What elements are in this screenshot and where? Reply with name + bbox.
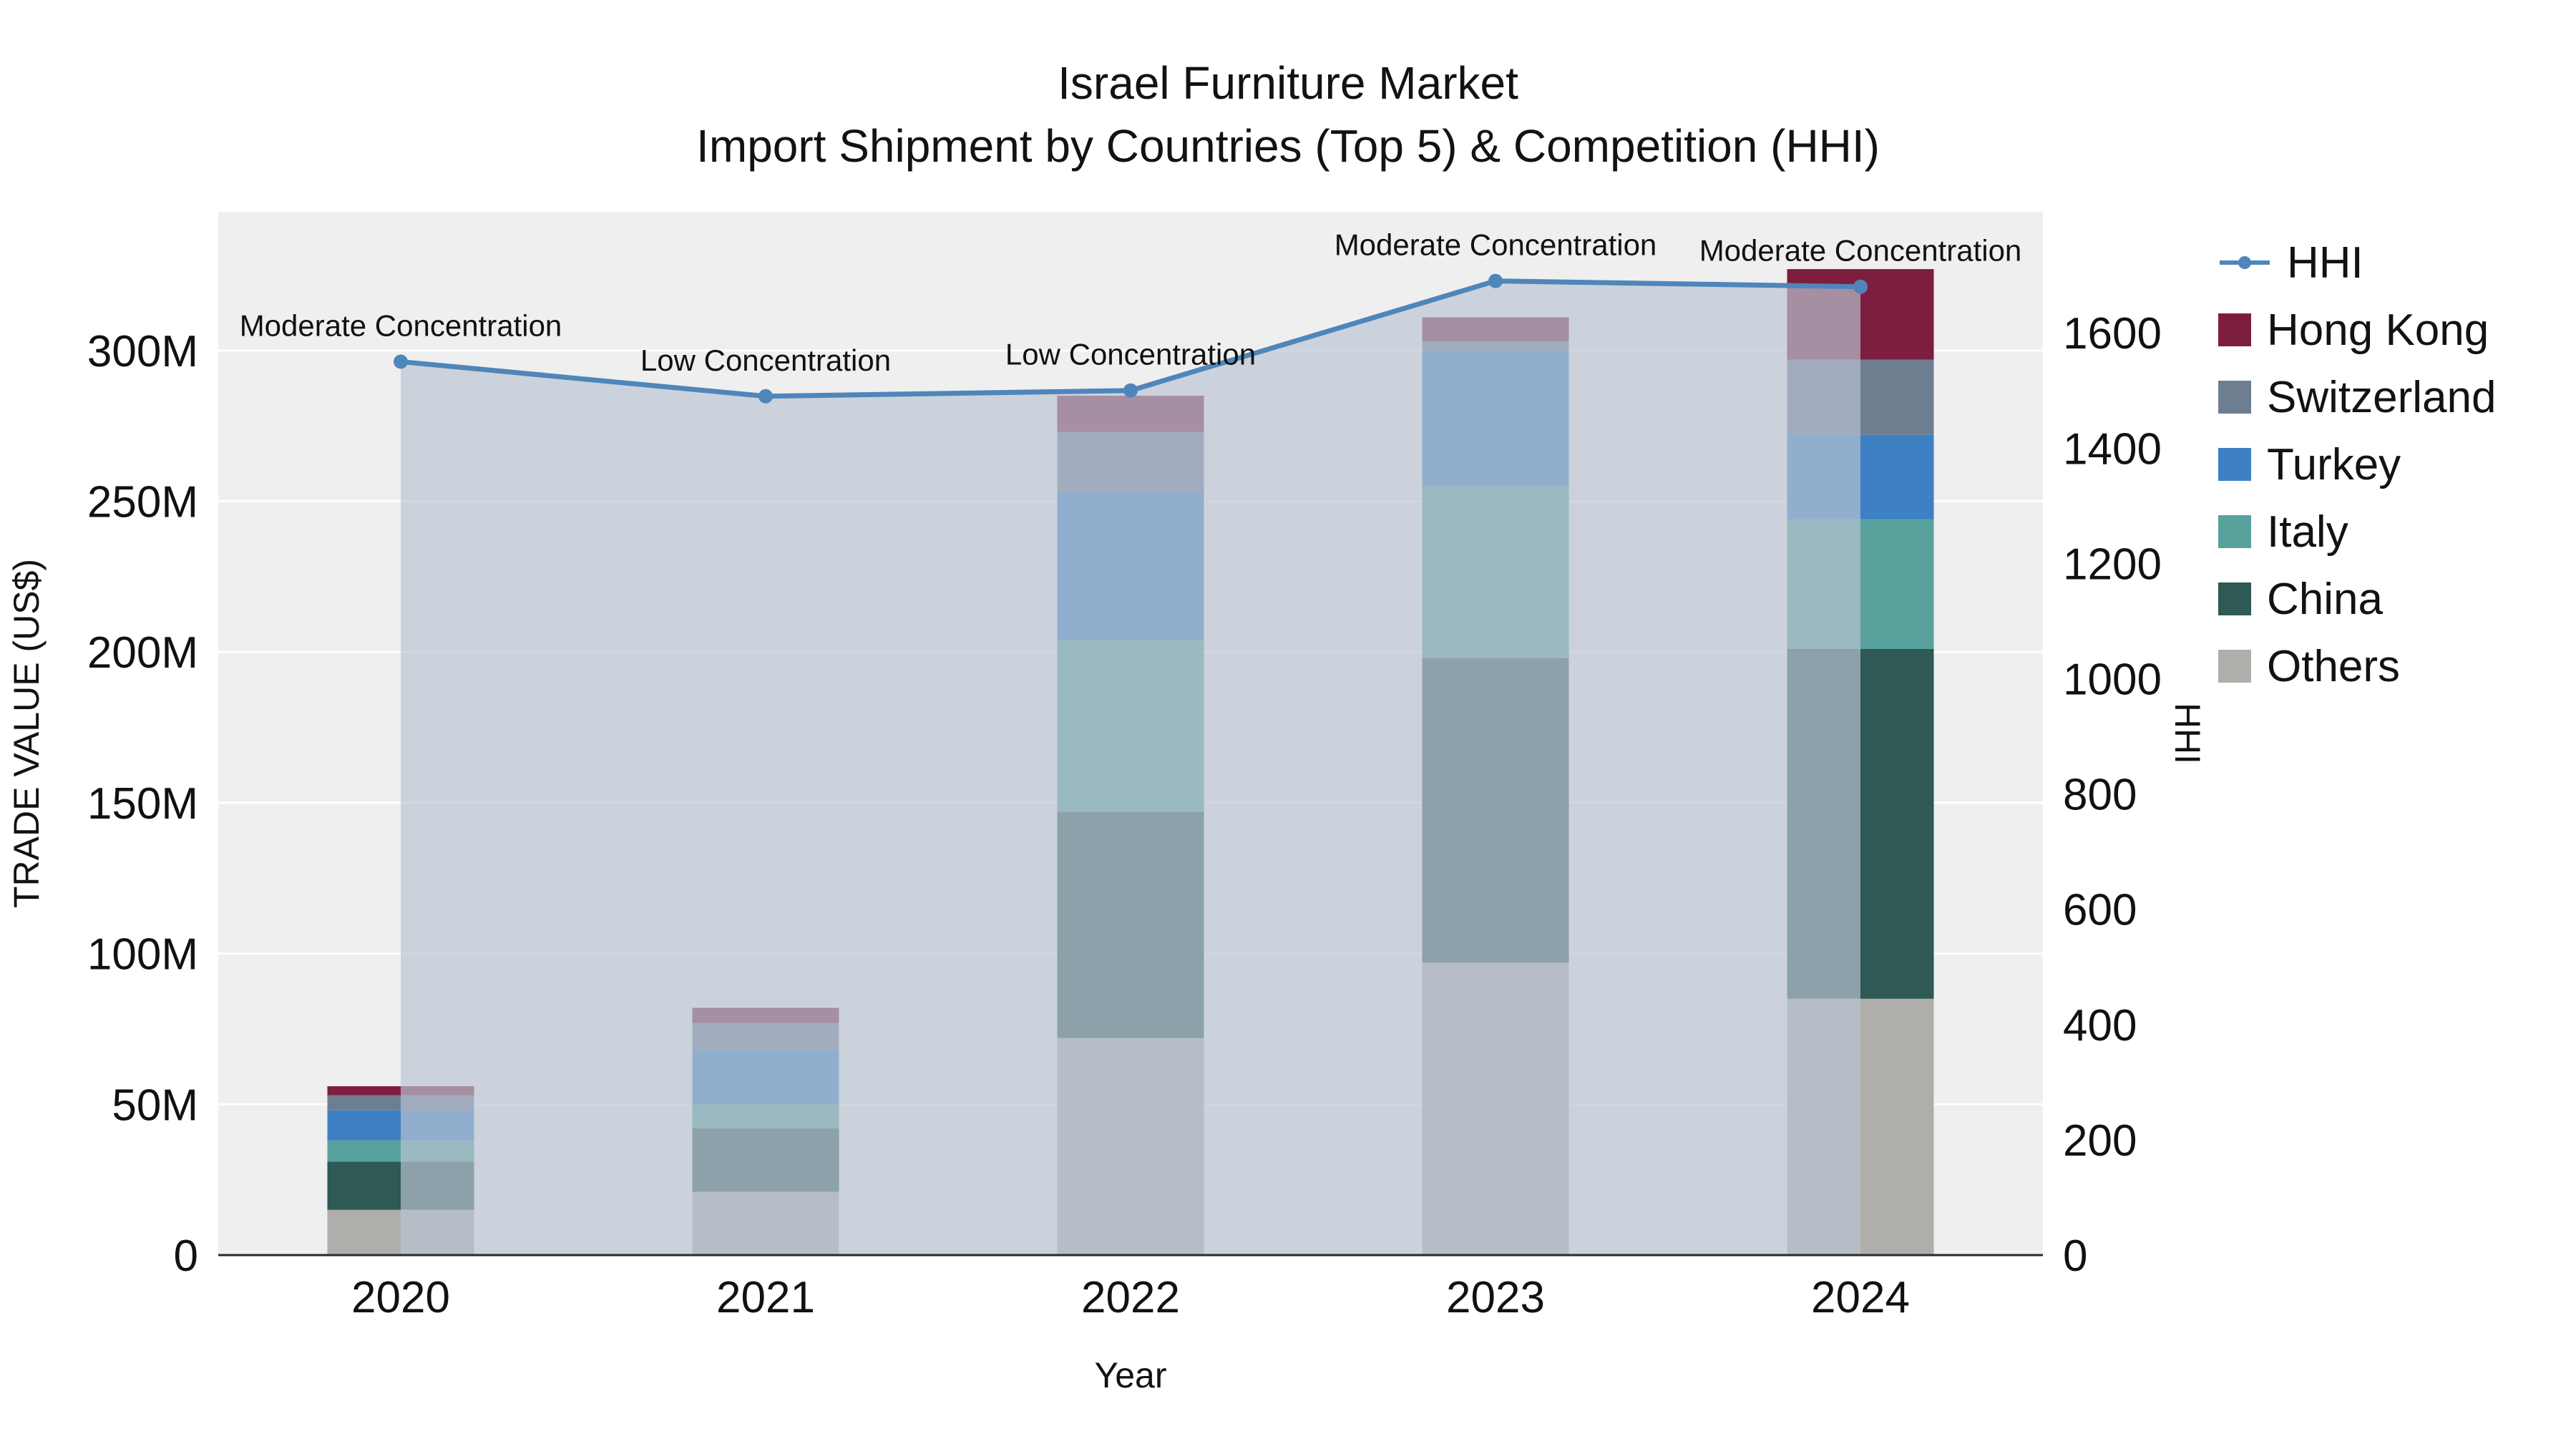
legend-swatch-icon xyxy=(2218,313,2251,346)
y-right-tick-label: 400 xyxy=(2063,1001,2137,1050)
legend-swatch-icon xyxy=(2218,381,2251,414)
legend-swatch-icon xyxy=(2218,515,2251,548)
annotation-2022: Low Concentration xyxy=(1005,338,1256,371)
annotation-2024: Moderate Concentration xyxy=(1699,234,2022,268)
legend-line-icon xyxy=(2218,251,2271,274)
legend-label: Turkey xyxy=(2267,439,2401,489)
hhi-marker-2022[interactable] xyxy=(1123,383,1138,398)
y-right-tick-label: 1400 xyxy=(2063,424,2162,474)
x-tick-label-2022: 2022 xyxy=(1081,1273,1180,1322)
y-left-tick-label: 0 xyxy=(174,1231,198,1281)
y-right-tick-label: 0 xyxy=(2063,1231,2087,1281)
legend-item-turkey[interactable]: Turkey xyxy=(2218,439,2496,489)
x-tick-label-2020: 2020 xyxy=(351,1273,450,1322)
hhi-marker-2021[interactable] xyxy=(758,389,773,404)
legend-item-hhi[interactable]: HHI xyxy=(2218,238,2496,288)
y-right-tick-label: 1200 xyxy=(2063,540,2162,589)
y-right-tick-label: 200 xyxy=(2063,1116,2137,1166)
annotation-2023: Moderate Concentration xyxy=(1335,228,1657,262)
chart-title-line1: Israel Furniture Market xyxy=(1058,57,1518,109)
y-axis-left-title: TRADE VALUE (US$) xyxy=(6,558,47,909)
hhi-marker-2020[interactable] xyxy=(394,354,408,369)
legend-label: Switzerland xyxy=(2267,372,2497,422)
legend-item-others[interactable]: Others xyxy=(2218,642,2496,691)
legend-item-china[interactable]: China xyxy=(2218,575,2496,624)
hhi-marker-2024[interactable] xyxy=(1853,279,1868,294)
legend-label: HHI xyxy=(2287,238,2363,288)
annotation-2020: Moderate Concentration xyxy=(240,308,562,342)
y-left-tick-label: 50M xyxy=(112,1080,198,1130)
legend-label: Hong Kong xyxy=(2267,305,2489,355)
y-left-tick-label: 300M xyxy=(87,327,198,376)
x-tick-label-2021: 2021 xyxy=(716,1273,815,1322)
legend-swatch-icon xyxy=(2218,448,2251,481)
legend-item-italy[interactable]: Italy xyxy=(2218,507,2496,557)
y-left-tick-label: 150M xyxy=(87,779,198,829)
legend-label: Italy xyxy=(2267,507,2348,557)
chart-title: Israel Furniture Market Import Shipment … xyxy=(0,52,2576,178)
x-axis-title: Year xyxy=(1094,1355,1167,1395)
legend-label: China xyxy=(2267,574,2383,624)
x-tick-label-2023: 2023 xyxy=(1446,1273,1545,1322)
legend: HHI Hong Kong Switzerland Turkey Italy China O… xyxy=(2218,238,2496,691)
y-axis-right-title: HHI xyxy=(2167,702,2207,765)
legend-swatch-icon xyxy=(2218,650,2251,683)
annotation-2021: Low Concentration xyxy=(640,343,891,377)
chart-title-line2: Import Shipment by Countries (Top 5) & C… xyxy=(696,120,1880,172)
hhi-marker-2023[interactable] xyxy=(1488,273,1503,288)
y-right-tick-label: 1000 xyxy=(2063,655,2162,704)
y-right-tick-label: 800 xyxy=(2063,771,2137,820)
y-right-tick-label: 1600 xyxy=(2063,309,2162,358)
y-left-tick-label: 250M xyxy=(87,478,198,527)
y-right-tick-label: 600 xyxy=(2063,886,2137,935)
legend-item-hong-kong[interactable]: Hong Kong xyxy=(2218,306,2496,355)
y-left-tick-label: 100M xyxy=(87,930,198,980)
x-tick-label-2024: 2024 xyxy=(1811,1273,1910,1322)
legend-label: Others xyxy=(2267,641,2401,691)
legend-swatch-icon xyxy=(2218,582,2251,615)
y-left-tick-label: 200M xyxy=(87,628,198,678)
legend-item-switzerland[interactable]: Switzerland xyxy=(2218,373,2496,422)
hhi-area-fill xyxy=(401,280,1860,1256)
